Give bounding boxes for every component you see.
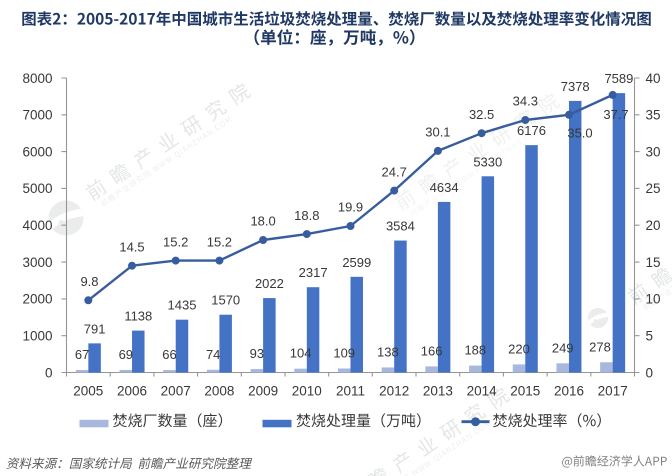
- svg-text:166: 166: [421, 343, 443, 358]
- svg-text:5000: 5000: [22, 181, 52, 196]
- svg-text:2000: 2000: [22, 292, 52, 307]
- svg-text:67: 67: [75, 347, 89, 362]
- svg-text:35.0: 35.0: [567, 125, 592, 140]
- svg-text:19.9: 19.9: [338, 200, 363, 215]
- svg-text:5330: 5330: [473, 154, 502, 169]
- svg-text:2017: 2017: [598, 384, 628, 399]
- svg-text:2022: 2022: [255, 276, 284, 291]
- svg-text:9.8: 9.8: [80, 274, 98, 289]
- svg-text:32.5: 32.5: [469, 107, 494, 122]
- svg-text:2009: 2009: [248, 384, 278, 399]
- svg-text:93: 93: [250, 346, 264, 361]
- svg-text:6176: 6176: [517, 123, 546, 138]
- svg-text:1570: 1570: [211, 293, 240, 308]
- svg-text:2010: 2010: [292, 384, 322, 399]
- svg-text:30.1: 30.1: [425, 125, 450, 140]
- svg-text:35: 35: [646, 108, 661, 123]
- svg-text:37.7: 37.7: [603, 107, 628, 122]
- svg-text:109: 109: [333, 346, 355, 361]
- svg-text:2014: 2014: [467, 384, 498, 399]
- svg-text:69: 69: [119, 347, 133, 362]
- svg-text:20: 20: [646, 218, 661, 233]
- svg-text:2599: 2599: [342, 255, 371, 270]
- svg-text:15.2: 15.2: [163, 234, 188, 249]
- svg-text:2006: 2006: [117, 384, 147, 399]
- svg-text:7000: 7000: [22, 108, 52, 123]
- svg-text:278: 278: [589, 339, 611, 354]
- svg-text:2013: 2013: [423, 384, 453, 399]
- svg-text:791: 791: [84, 321, 106, 336]
- svg-text:2007: 2007: [161, 384, 191, 399]
- svg-text:66: 66: [162, 347, 176, 362]
- svg-text:2015: 2015: [510, 384, 540, 399]
- svg-text:34.3: 34.3: [513, 94, 538, 109]
- svg-text:104: 104: [290, 346, 312, 361]
- svg-text:30: 30: [646, 144, 661, 159]
- svg-text:2008: 2008: [204, 384, 234, 399]
- svg-text:8000: 8000: [22, 71, 52, 86]
- svg-text:4000: 4000: [22, 218, 52, 233]
- svg-text:3584: 3584: [386, 219, 415, 234]
- svg-text:74: 74: [206, 347, 220, 362]
- svg-text:1435: 1435: [168, 298, 197, 313]
- svg-text:5: 5: [646, 329, 654, 344]
- svg-text:7589: 7589: [604, 71, 633, 86]
- svg-text:138: 138: [377, 344, 399, 359]
- svg-text:4634: 4634: [430, 180, 459, 195]
- svg-text:15.2: 15.2: [207, 234, 232, 249]
- svg-text:18.0: 18.0: [250, 214, 275, 229]
- svg-text:15: 15: [646, 255, 661, 270]
- svg-text:18.8: 18.8: [294, 208, 319, 223]
- svg-text:249: 249: [552, 340, 574, 355]
- svg-text:1000: 1000: [22, 329, 52, 344]
- svg-text:2016: 2016: [554, 384, 584, 399]
- svg-text:220: 220: [508, 341, 530, 356]
- svg-text:25: 25: [646, 181, 661, 196]
- svg-text:3000: 3000: [22, 255, 52, 270]
- svg-text:14.5: 14.5: [119, 239, 144, 254]
- svg-text:0: 0: [45, 365, 53, 380]
- svg-text:2011: 2011: [336, 384, 365, 399]
- svg-text:10: 10: [646, 292, 661, 307]
- svg-text:6000: 6000: [22, 144, 52, 159]
- svg-text:2012: 2012: [379, 384, 409, 399]
- svg-text:7378: 7378: [561, 79, 590, 94]
- svg-text:1138: 1138: [124, 309, 152, 324]
- svg-text:24.7: 24.7: [382, 164, 407, 179]
- svg-text:2317: 2317: [299, 265, 328, 280]
- svg-text:188: 188: [464, 343, 486, 358]
- svg-text:40: 40: [646, 71, 661, 86]
- svg-text:0: 0: [646, 365, 654, 380]
- svg-text:2005: 2005: [73, 384, 103, 399]
